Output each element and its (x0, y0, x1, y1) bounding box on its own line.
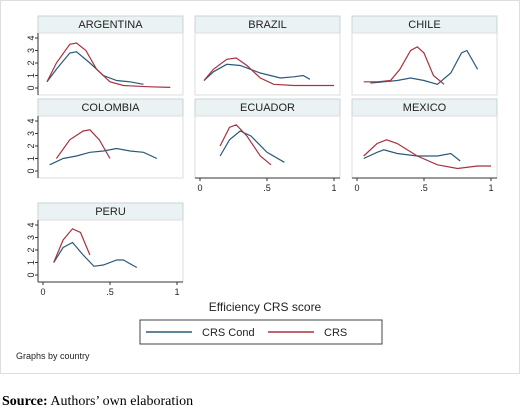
density-line (53, 241, 138, 269)
y-tick-label: 1 (26, 260, 36, 265)
density-line (203, 63, 311, 81)
density-line (363, 139, 491, 170)
plot-region (37, 115, 184, 179)
y-tick-label: 2 (26, 143, 36, 148)
density-line (219, 124, 272, 166)
y-tick-label: 4 (26, 35, 36, 40)
y-tick-label: 4 (26, 222, 36, 227)
density-line (55, 129, 111, 159)
density-line (46, 42, 171, 88)
density-line (363, 149, 461, 162)
legend-label: CRS (324, 327, 347, 339)
y-tick-label: 0 (26, 85, 36, 90)
panel-title: ECUADOR (240, 102, 295, 114)
x-tick-label: 0 (354, 183, 359, 193)
panel-title: COLOMBIA (81, 102, 140, 114)
note: Graphs by country (16, 351, 90, 361)
density-line (219, 130, 285, 163)
y-tick-label: 1 (26, 73, 36, 78)
legend-label: CRS Cond (202, 327, 255, 339)
x-axis-title: Efficiency CRS score (209, 300, 322, 314)
x-tick-label: .5 (263, 183, 271, 193)
plot-region (37, 32, 184, 96)
y-tick-label: 3 (26, 131, 36, 136)
y-tick-label: 3 (26, 48, 36, 53)
y-tick-label: 2 (26, 60, 36, 65)
density-line (370, 49, 479, 85)
plot-region (194, 115, 341, 179)
y-tick-label: 0 (26, 272, 36, 277)
chart: Efficiency CRS score Graphs by country A… (0, 0, 520, 374)
y-tick-label: 0 (26, 168, 36, 173)
density-line (203, 57, 334, 87)
plot-region (351, 115, 498, 179)
source: Source: Authors’ own elaboration (2, 394, 193, 410)
y-tick-label: 3 (26, 235, 36, 240)
y-tick-label: 4 (26, 118, 36, 123)
panel-title: CHILE (408, 19, 440, 31)
x-tick-label: 1 (488, 183, 493, 193)
panel-title: MEXICO (403, 102, 447, 114)
panel-title: PERU (95, 206, 126, 218)
panel-title: BRAZIL (248, 19, 287, 31)
source-label: Source: (2, 394, 48, 409)
x-tick-label: .5 (106, 287, 114, 297)
plot-region (194, 32, 341, 96)
y-tick-label: 1 (26, 156, 36, 161)
density-line (363, 46, 445, 85)
plot-region (37, 219, 184, 283)
density-line (46, 51, 144, 85)
panel-title: ARGENTINA (78, 19, 143, 31)
density-line (49, 147, 158, 166)
x-tick-label: 1 (174, 287, 179, 297)
x-tick-label: 0 (40, 287, 45, 297)
source-text: Authors’ own elaboration (47, 394, 194, 409)
y-tick-label: 2 (26, 247, 36, 252)
x-tick-label: 0 (197, 183, 202, 193)
x-tick-label: 1 (331, 183, 336, 193)
plot-region (351, 32, 498, 96)
density-line (53, 228, 91, 263)
x-tick-label: .5 (420, 183, 428, 193)
